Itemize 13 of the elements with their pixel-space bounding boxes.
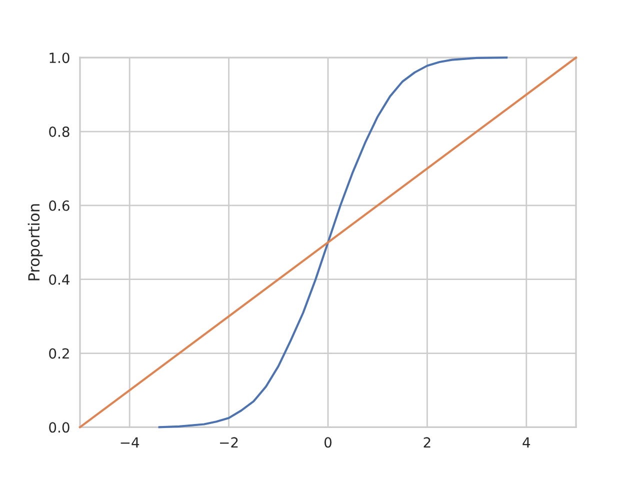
y-tick-label: 0.6 [49,200,70,211]
x-tick-label: 2 [424,437,430,448]
x-tick-label: −2 [220,437,238,448]
line-series [158,56,508,428]
y-tick-label: 0.8 [49,126,70,137]
y-tick-label: 0.2 [49,348,69,359]
x-tick-label: −4 [120,437,140,448]
x-tick-label: 0 [324,437,332,448]
y-axis-title: Proportion [28,204,43,280]
y-tick-label: 1.0 [50,52,70,64]
y-tick-label: 0.4 [49,274,70,285]
y-tick-label: 0.0 [49,422,70,433]
x-tick-label: 4 [522,437,530,448]
